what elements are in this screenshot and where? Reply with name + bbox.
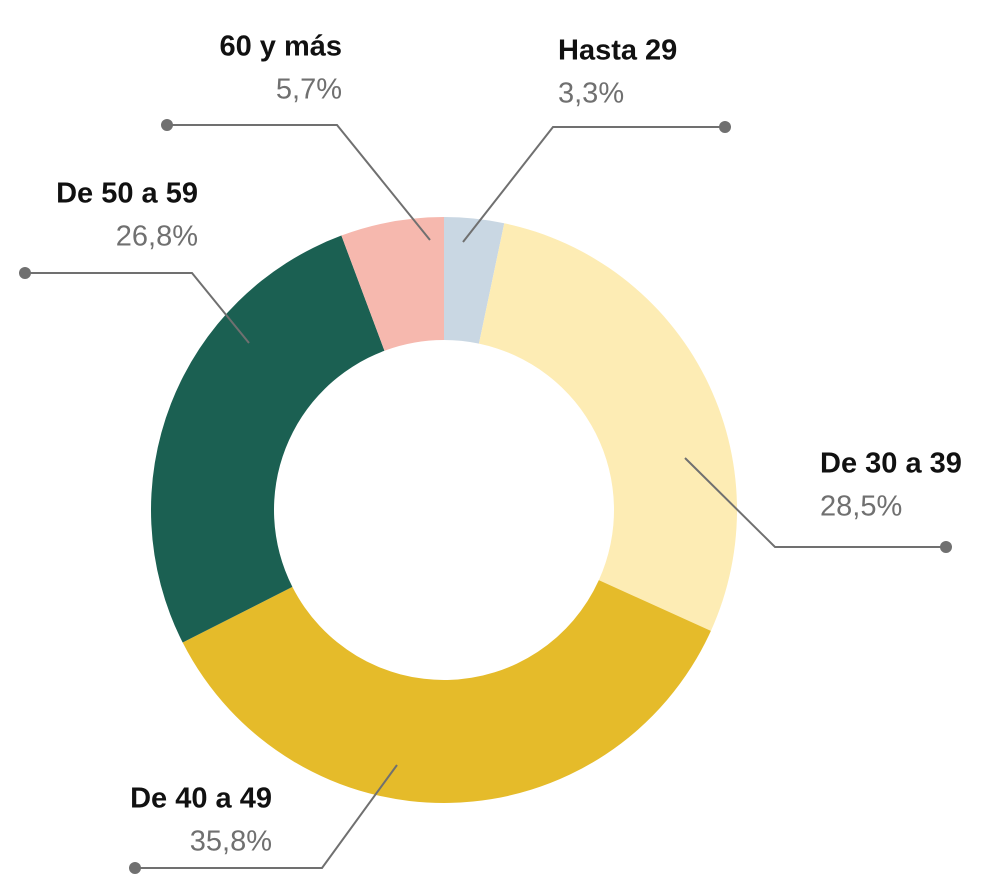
leader-line	[462, 126, 725, 243]
leader-line	[684, 457, 946, 548]
slice-name: De 50 a 59	[56, 178, 198, 210]
slice	[150, 235, 385, 643]
leader-dot	[19, 267, 31, 279]
leader-dot	[161, 119, 173, 131]
slice-value: 28,5%	[820, 491, 902, 523]
leader-dot	[129, 862, 141, 874]
leader-line	[25, 272, 250, 344]
slice	[182, 580, 711, 803]
slice	[341, 217, 444, 351]
slice	[478, 223, 737, 631]
slice-value: 5,7%	[276, 74, 342, 106]
slice-value: 3,3%	[558, 78, 624, 110]
slice-name: De 30 a 39	[820, 448, 962, 480]
leader-line	[167, 124, 431, 241]
slice-value: 35,8%	[190, 826, 272, 858]
slice-name: De 40 a 49	[130, 783, 272, 815]
slice	[444, 217, 505, 344]
leader-dot	[940, 541, 952, 553]
leader-dot	[719, 121, 731, 133]
slice-value: 26,8%	[116, 221, 198, 253]
slice-name: 60 y más	[219, 31, 342, 63]
leader-line	[135, 764, 398, 869]
slice-name: Hasta 29	[558, 35, 677, 67]
